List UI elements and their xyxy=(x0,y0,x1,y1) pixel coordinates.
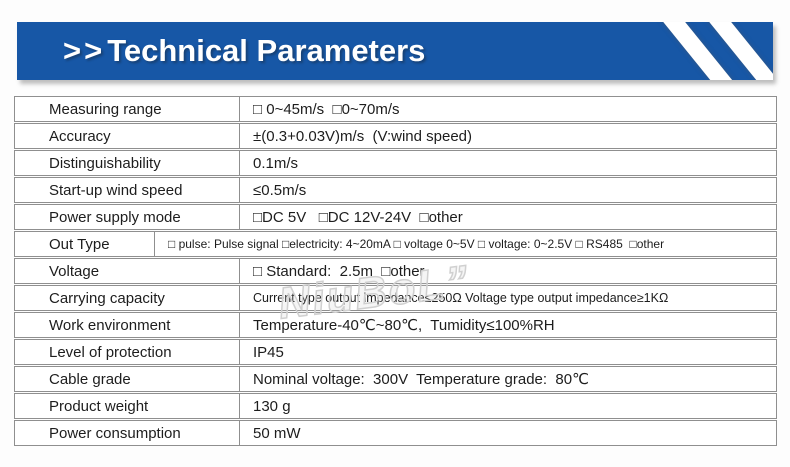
table-row: Level of protection IP45 xyxy=(14,339,777,365)
row-label: Accuracy xyxy=(15,124,240,148)
spec-table: Measuring range □ 0~45m/s □0~70m/s Accur… xyxy=(14,96,777,447)
row-label: Product weight xyxy=(15,394,240,418)
table-row: Out Type □ pulse: Pulse signal □electric… xyxy=(14,231,777,257)
row-value: IP45 xyxy=(253,343,284,361)
table-row: Carrying capacity Current type output im… xyxy=(14,285,777,311)
row-value: □ 0~45m/s □0~70m/s xyxy=(253,100,400,118)
row-value: Current type output impedance≤250Ω Volta… xyxy=(253,291,669,305)
row-label: Voltage xyxy=(15,259,240,283)
row-value: ±(0.3+0.03V)m/s (V:wind speed) xyxy=(253,127,473,145)
table-row: Power consumption 50 mW xyxy=(14,420,777,446)
table-row: Start-up wind speed ≤0.5m/s xyxy=(14,177,777,203)
row-label: Level of protection xyxy=(15,340,240,364)
section-title-text: Technical Parameters xyxy=(107,33,426,68)
table-row: Accuracy ±(0.3+0.03V)m/s (V:wind speed) xyxy=(14,123,777,149)
row-label: Work environment xyxy=(15,313,240,337)
row-value: □ pulse: Pulse signal □electricity: 4~20… xyxy=(168,237,665,251)
row-label: Distinguishability xyxy=(15,151,240,175)
row-value: □ Standard: 2.5m □other xyxy=(253,262,425,280)
row-value: 0.1m/s xyxy=(253,154,299,172)
row-value: 50 mW xyxy=(253,424,301,442)
row-value: 130 g xyxy=(253,397,291,415)
header-banner: >>Technical Parameters xyxy=(17,22,773,80)
row-value: Nominal voltage: 300V Temperature grade:… xyxy=(253,371,589,388)
table-row: Voltage □ Standard: 2.5m □other xyxy=(14,258,777,284)
table-row: Work environment Temperature-40℃~80℃, Tu… xyxy=(14,312,777,338)
row-label: Cable grade xyxy=(15,367,240,391)
row-label: Measuring range xyxy=(15,97,240,121)
row-value: Temperature-40℃~80℃, Tumidity≤100%RH xyxy=(253,317,555,334)
row-value: □DC 5V □DC 12V-24V □other xyxy=(253,208,463,226)
row-value: ≤0.5m/s xyxy=(253,181,307,199)
chevrons-icon: >> xyxy=(63,33,106,68)
row-label: Out Type xyxy=(15,232,155,256)
table-row: Cable grade Nominal voltage: 300V Temper… xyxy=(14,366,777,392)
row-label: Power supply mode xyxy=(15,205,240,229)
table-row: Power supply mode □DC 5V □DC 12V-24V □ot… xyxy=(14,204,777,230)
row-label: Power consumption xyxy=(15,421,240,445)
table-row: Measuring range □ 0~45m/s □0~70m/s xyxy=(14,96,777,122)
table-row: Distinguishability 0.1m/s xyxy=(14,150,777,176)
table-row: Product weight 130 g xyxy=(14,393,777,419)
section-title: >>Technical Parameters xyxy=(63,22,425,80)
row-label: Start-up wind speed xyxy=(15,178,240,202)
row-label: Carrying capacity xyxy=(15,286,240,310)
